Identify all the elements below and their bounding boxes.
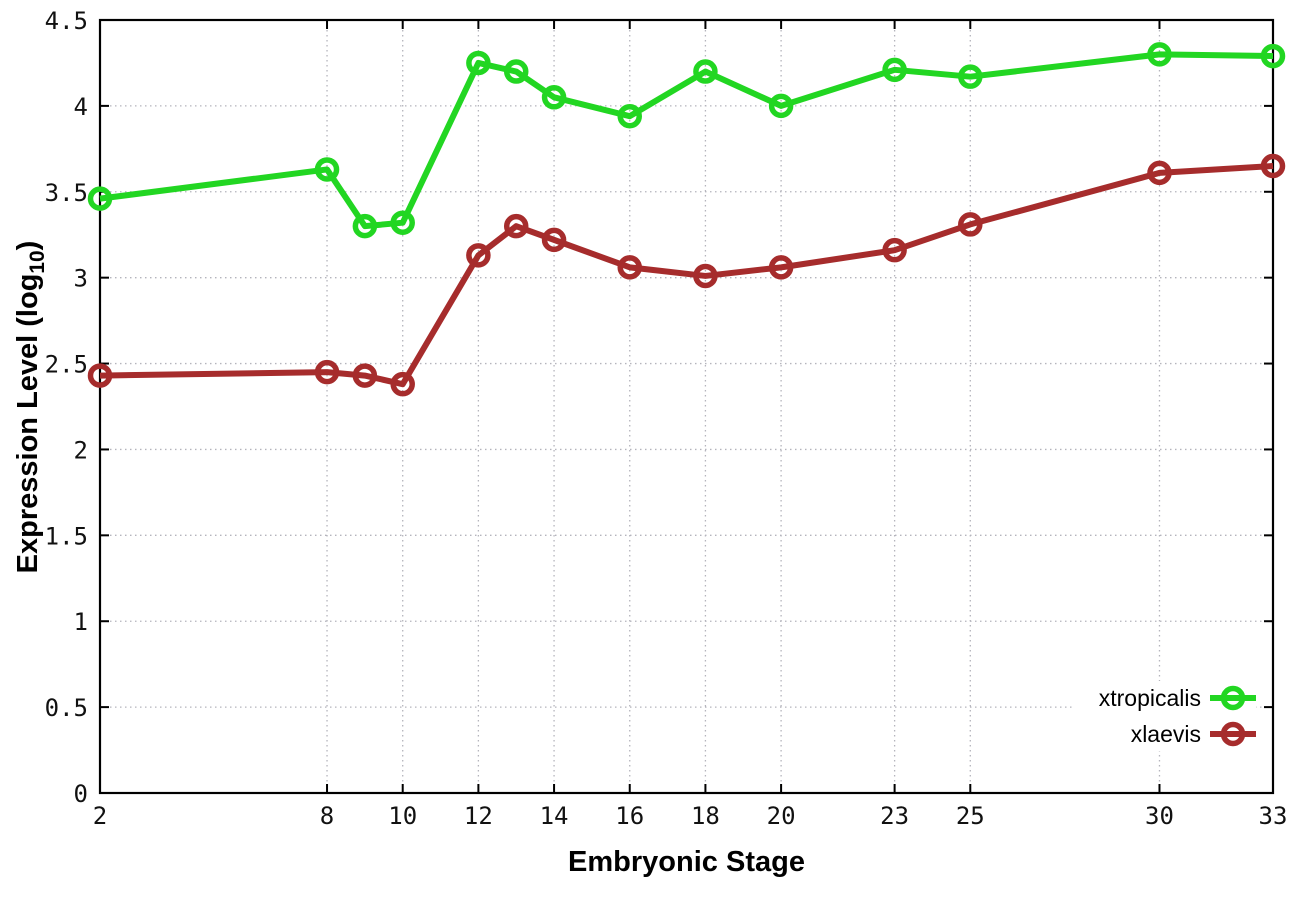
x-tick-label: 30 xyxy=(1145,802,1174,830)
legend-label-xtropicalis: xtropicalis xyxy=(1098,684,1201,711)
legend-label-xlaevis: xlaevis xyxy=(1130,720,1201,747)
data-point-xtropicalis xyxy=(1147,42,1172,67)
data-point-xlaevis xyxy=(768,255,794,280)
data-point-xlaevis xyxy=(352,363,378,388)
data-point-xlaevis xyxy=(617,255,642,280)
data-point-xtropicalis xyxy=(314,157,340,182)
y-tick-label: 4.5 xyxy=(45,7,88,35)
data-point-xlaevis xyxy=(541,227,567,253)
data-point-xlaevis xyxy=(1147,160,1172,186)
data-point-xtropicalis xyxy=(1260,43,1286,69)
y-axis-title-close: ) xyxy=(12,240,45,251)
y-tick-label: 3.5 xyxy=(45,179,88,207)
data-point-xtropicalis xyxy=(503,59,529,84)
data-point-xlaevis xyxy=(958,212,983,237)
plot-border xyxy=(98,18,1275,795)
data-point-xlaevis xyxy=(314,359,340,385)
data-point-xlaevis xyxy=(503,213,529,239)
y-tick-label: 2 xyxy=(74,436,88,464)
x-tick-label: 33 xyxy=(1259,802,1288,830)
data-point-xtropicalis xyxy=(958,64,983,89)
data-point-xtropicalis xyxy=(541,85,567,110)
data-point-xlaevis xyxy=(87,363,113,388)
x-tick-label: 20 xyxy=(767,802,796,830)
data-point-xtropicalis xyxy=(87,186,113,211)
data-point-xtropicalis xyxy=(466,50,491,76)
y-tick-label: 3 xyxy=(74,265,88,293)
line-circle-marker-icon xyxy=(1210,721,1256,747)
data-point-xtropicalis xyxy=(768,93,794,119)
x-tick-label: 2 xyxy=(93,802,107,830)
y-tick-label: 1.5 xyxy=(45,522,88,550)
line-circle-marker-icon xyxy=(1210,685,1256,711)
data-point-xtropicalis xyxy=(693,59,718,84)
data-point-xlaevis xyxy=(882,237,907,263)
x-tick-label: 18 xyxy=(691,802,720,830)
data-point-xtropicalis xyxy=(617,103,642,129)
data-point-xlaevis xyxy=(466,243,491,268)
legend-entry-xtropicalis: xtropicalis xyxy=(1099,682,1256,714)
data-point-xlaevis xyxy=(390,371,415,397)
x-tick-label: 16 xyxy=(615,802,644,830)
data-point-xtropicalis xyxy=(390,210,415,235)
x-tick-label: 10 xyxy=(388,802,417,830)
x-tick-label: 8 xyxy=(320,802,334,830)
series-line-xtropicalis xyxy=(99,51,1274,230)
y-axis-title-subscript: 10 xyxy=(25,250,49,274)
legend-entry-xlaevis: xlaevis xyxy=(1099,718,1256,750)
y-axis-title-text: Expression Level (log xyxy=(12,273,45,574)
data-point-xlaevis xyxy=(1260,153,1286,179)
y-tick-label: 0.5 xyxy=(45,694,88,722)
series-line-xlaevis xyxy=(99,163,1274,388)
y-tick-label: 4 xyxy=(74,93,88,121)
x-tick-label: 12 xyxy=(464,802,493,830)
data-point-xtropicalis xyxy=(882,57,907,83)
y-tick-label: 0 xyxy=(74,780,88,808)
data-point-xtropicalis xyxy=(352,213,378,239)
x-tick-label: 25 xyxy=(956,802,985,830)
x-tick-label: 14 xyxy=(540,802,569,830)
x-axis-title: Embryonic Stage xyxy=(568,846,805,878)
data-point-xlaevis xyxy=(693,263,718,289)
y-tick-label: 2.5 xyxy=(45,351,88,379)
legend: xtropicalis xlaevis xyxy=(1072,681,1256,751)
y-axis-title: Expression Level (log10) xyxy=(12,241,50,574)
y-tick-label: 1 xyxy=(74,608,88,636)
x-tick-label: 23 xyxy=(880,802,909,830)
